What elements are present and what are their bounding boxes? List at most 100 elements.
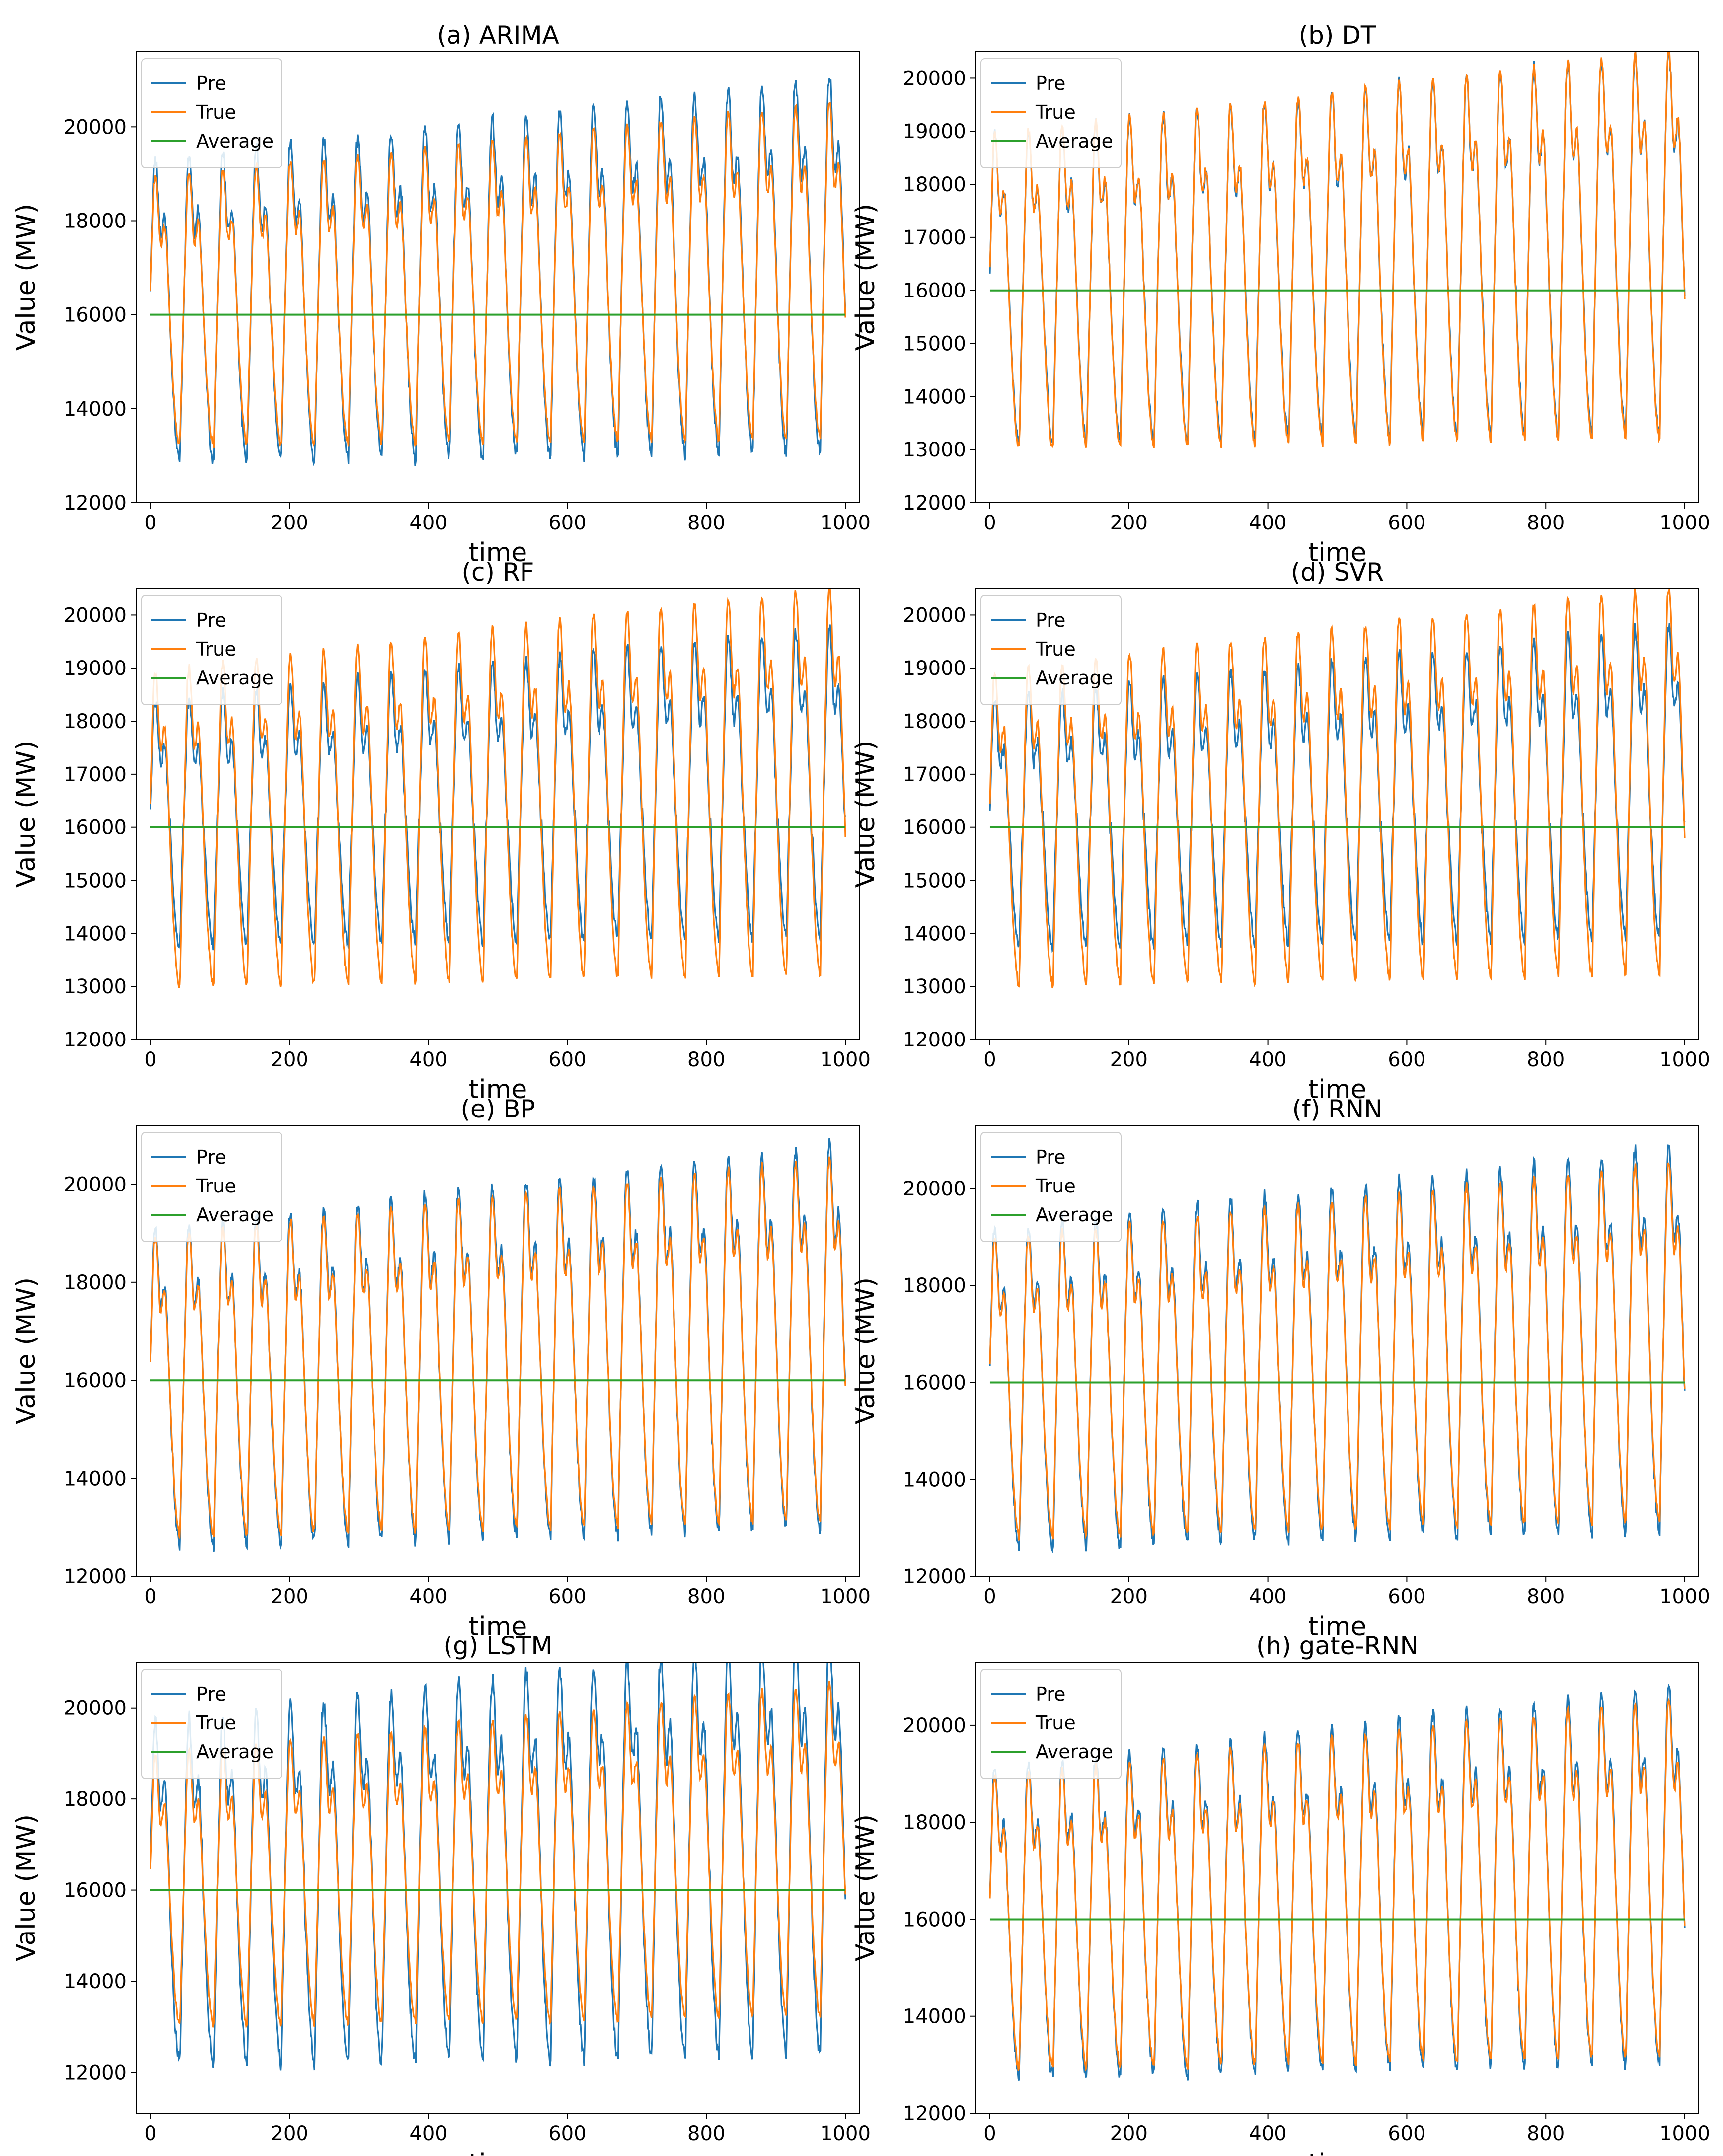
x-tick-label: 0 <box>144 2122 156 2145</box>
y-tick-label: 12000 <box>64 1029 127 1051</box>
x-tick-label: 200 <box>1110 2122 1148 2145</box>
axes-frame <box>975 1662 1699 2114</box>
series-line-pre <box>989 623 1686 953</box>
legend-label-true: True <box>1035 638 1076 660</box>
legend: Pre True Average <box>141 1669 282 1779</box>
y-tick-label: 12000 <box>64 492 127 515</box>
x-tick-label: 400 <box>409 512 447 534</box>
subplot-3: 0 200 400 600 800 1000 12000 13000 14000 15000 160… <box>11 558 871 1105</box>
series-line-pre <box>150 624 846 951</box>
axes-frame <box>975 51 1699 503</box>
subplot-title: (f) RNN <box>1292 1095 1382 1123</box>
x-tick-label: 800 <box>1527 1048 1565 1071</box>
x-tick-label: 800 <box>687 1048 725 1071</box>
y-tick-label: 15000 <box>903 870 966 892</box>
legend-label-pre: Pre <box>196 609 226 631</box>
series-line-true <box>989 52 1686 449</box>
x-tick-label: 800 <box>1527 1585 1565 1608</box>
x-tick-label: 200 <box>271 512 308 534</box>
y-tick-label: 12000 <box>64 1565 127 1588</box>
y-tick-label: 17000 <box>903 763 966 786</box>
legend: Pre True Average <box>141 595 282 705</box>
legend-label-pre: Pre <box>196 73 226 94</box>
plot-area <box>150 589 846 988</box>
y-tick-label: 17000 <box>903 226 966 249</box>
x-tick-label: 0 <box>144 512 156 534</box>
x-tick-label: 400 <box>409 2122 447 2145</box>
subplot-title: (a) ARIMA <box>437 21 559 50</box>
legend-label-true: True <box>196 101 236 123</box>
x-tick-label: 200 <box>1110 512 1148 534</box>
x-axis-label: time <box>469 1612 527 1641</box>
subplot-title: (d) SVR <box>1291 558 1384 587</box>
x-tick-label: 400 <box>409 1585 447 1608</box>
subplot-8: 0 200 400 600 800 1000 12000 14000 16000 18000 200… <box>851 1632 1710 2156</box>
axes-frame <box>136 51 860 503</box>
y-tick-label: 16000 <box>64 1879 127 1902</box>
x-tick-label: 800 <box>687 1585 725 1608</box>
x-axis-label: time <box>1308 1612 1366 1641</box>
legend-label-average: Average <box>196 1204 274 1226</box>
y-tick-label: 12000 <box>903 2102 966 2125</box>
y-tick-label: 14000 <box>64 398 127 421</box>
plot-area <box>989 1144 1686 1554</box>
y-tick-label: 19000 <box>64 657 127 680</box>
y-tick-label: 19000 <box>903 120 966 143</box>
plot-area <box>989 589 1686 989</box>
x-tick-label: 1000 <box>1659 1585 1710 1608</box>
axes-frame <box>136 588 860 1040</box>
y-tick-label: 16000 <box>64 1369 127 1392</box>
x-tick-label: 600 <box>548 2122 586 2145</box>
y-tick-label: 12000 <box>903 1029 966 1051</box>
y-tick-label: 16000 <box>903 817 966 839</box>
x-tick-label: 200 <box>1110 1585 1148 1608</box>
y-tick-label: 20000 <box>903 1714 966 1737</box>
x-axis-label: time <box>469 538 527 568</box>
y-axis-label: Value (MW) <box>11 1814 41 1961</box>
y-tick-label: 18000 <box>64 710 127 733</box>
x-tick-label: 0 <box>144 1585 156 1608</box>
x-axis-label: time <box>469 1075 527 1105</box>
subplot-2: 0 200 400 600 800 1000 12000 13000 14000 15000 160… <box>851 21 1710 568</box>
y-tick-label: 18000 <box>64 1271 127 1294</box>
y-tick-label: 18000 <box>903 173 966 196</box>
y-tick-label: 18000 <box>903 710 966 733</box>
plot-area <box>989 1684 1686 2081</box>
x-tick-label: 800 <box>1527 512 1565 534</box>
series-line-pre <box>150 78 846 466</box>
y-tick-label: 14000 <box>903 922 966 945</box>
x-tick-label: 1000 <box>820 1585 871 1608</box>
x-tick-label: 800 <box>687 2122 725 2145</box>
x-tick-label: 200 <box>271 1048 308 1071</box>
x-tick-label: 0 <box>983 512 996 534</box>
y-tick-label: 20000 <box>64 1697 127 1720</box>
plot-area <box>989 52 1686 449</box>
axes-frame <box>136 1662 860 2114</box>
legend: Pre True Average <box>980 1132 1122 1242</box>
y-tick-label: 18000 <box>64 1788 127 1811</box>
y-tick-label: 20000 <box>903 1178 966 1200</box>
y-tick-label: 20000 <box>903 604 966 627</box>
legend-label-true: True <box>196 638 236 660</box>
y-tick-label: 14000 <box>64 1468 127 1490</box>
y-axis-label: Value (MW) <box>851 204 881 351</box>
x-axis-label: time <box>469 2149 527 2156</box>
y-tick-label: 16000 <box>64 817 127 839</box>
subplot-6: 0 200 400 600 800 1000 12000 14000 16000 18000 200… <box>851 1095 1710 1641</box>
legend-label-pre: Pre <box>1036 1146 1065 1168</box>
subplot-title: (b) DT <box>1299 21 1376 50</box>
y-tick-label: 18000 <box>903 1274 966 1297</box>
legend-label-pre: Pre <box>196 1683 226 1705</box>
legend-label-average: Average <box>196 667 274 689</box>
y-tick-label: 13000 <box>903 975 966 998</box>
x-tick-label: 400 <box>409 1048 447 1071</box>
subplot-5: 0 200 400 600 800 1000 12000 14000 16000 18000 200… <box>11 1095 871 1641</box>
y-tick-label: 19000 <box>903 657 966 680</box>
subplot-7: 0 200 400 600 800 1000 12000 14000 16000 18000 200… <box>11 1632 871 2156</box>
x-tick-label: 600 <box>1388 1048 1425 1071</box>
subplot-1: 0 200 400 600 800 1000 12000 14000 16000 18000 200… <box>11 21 871 568</box>
y-tick-label: 16000 <box>903 280 966 302</box>
y-tick-label: 14000 <box>64 922 127 945</box>
y-tick-label: 14000 <box>903 1469 966 1491</box>
